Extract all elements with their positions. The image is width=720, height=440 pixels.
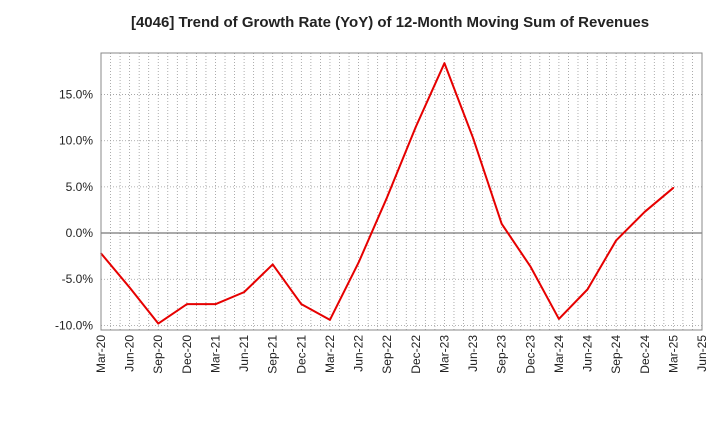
- data-point: [443, 62, 446, 64]
- y-tick-label: 10.0%: [59, 134, 93, 148]
- x-tick-label: Jun-20: [123, 335, 137, 372]
- y-tick-label: 15.0%: [59, 88, 93, 102]
- y-axis: -10.0% -5.0% 0.0% 5.0% 10.0% 15.0%: [55, 88, 93, 333]
- x-tick-label: Sep-21: [266, 335, 280, 374]
- x-tick-label: Jun-21: [237, 335, 251, 372]
- series-layer: [100, 62, 675, 325]
- data-point: [357, 261, 360, 264]
- data-point: [271, 263, 274, 266]
- data-point: [472, 137, 474, 139]
- data-point: [128, 286, 131, 289]
- data-point: [243, 291, 245, 293]
- data-point: [300, 303, 303, 305]
- y-tick-label: 5.0%: [66, 180, 94, 194]
- data-point: [586, 288, 589, 291]
- x-tick-label: Sep-20: [151, 335, 165, 374]
- chart-title: [4046] Trend of Growth Rate (YoY) of 12-…: [130, 14, 650, 31]
- x-tick-label: Dec-24: [638, 335, 652, 374]
- x-tick-label: Mar-20: [94, 335, 108, 373]
- data-point: [558, 318, 560, 320]
- x-tick-label: Sep-23: [495, 335, 509, 374]
- x-tick-label: Mar-25: [666, 335, 680, 373]
- data-point: [615, 239, 617, 242]
- x-tick-label: Dec-22: [409, 335, 423, 374]
- x-tick-label: Mar-21: [208, 335, 222, 373]
- y-tick-label: -5.0%: [62, 272, 94, 286]
- x-tick-label: Mar-23: [437, 335, 451, 373]
- data-point: [214, 303, 217, 305]
- x-tick-label: Mar-24: [552, 335, 566, 373]
- x-tick-label: Sep-24: [609, 335, 623, 374]
- x-tick-label: Sep-22: [380, 335, 394, 374]
- plot-frame: [100, 52, 703, 331]
- x-tick-label: Dec-21: [294, 335, 308, 374]
- data-point: [186, 303, 188, 305]
- data-point: [643, 211, 646, 213]
- x-tick-label: Dec-20: [180, 335, 194, 374]
- x-tick-label: Jun-23: [466, 335, 480, 372]
- data-point: [500, 223, 503, 225]
- y-tick-label: -10.0%: [55, 318, 93, 332]
- data-point: [329, 319, 331, 321]
- grid: [100, 53, 703, 330]
- x-tick-label: Jun-24: [581, 335, 595, 372]
- x-tick-label: Dec-23: [523, 335, 537, 374]
- y-tick-label: 0.0%: [66, 226, 94, 240]
- x-axis: Mar-20 Jun-20 Sep-20 Dec-20 Mar-21 Jun-21 Sep-…: [94, 335, 709, 374]
- x-tick-label: Mar-22: [323, 335, 337, 373]
- x-tick-label: Jun-22: [352, 335, 366, 372]
- data-point: [415, 126, 417, 128]
- data-point: [386, 196, 388, 198]
- data-point: [529, 265, 532, 268]
- data-point: [157, 322, 160, 325]
- x-tick-label: Jun-25: [695, 335, 709, 372]
- data-point: [672, 187, 675, 189]
